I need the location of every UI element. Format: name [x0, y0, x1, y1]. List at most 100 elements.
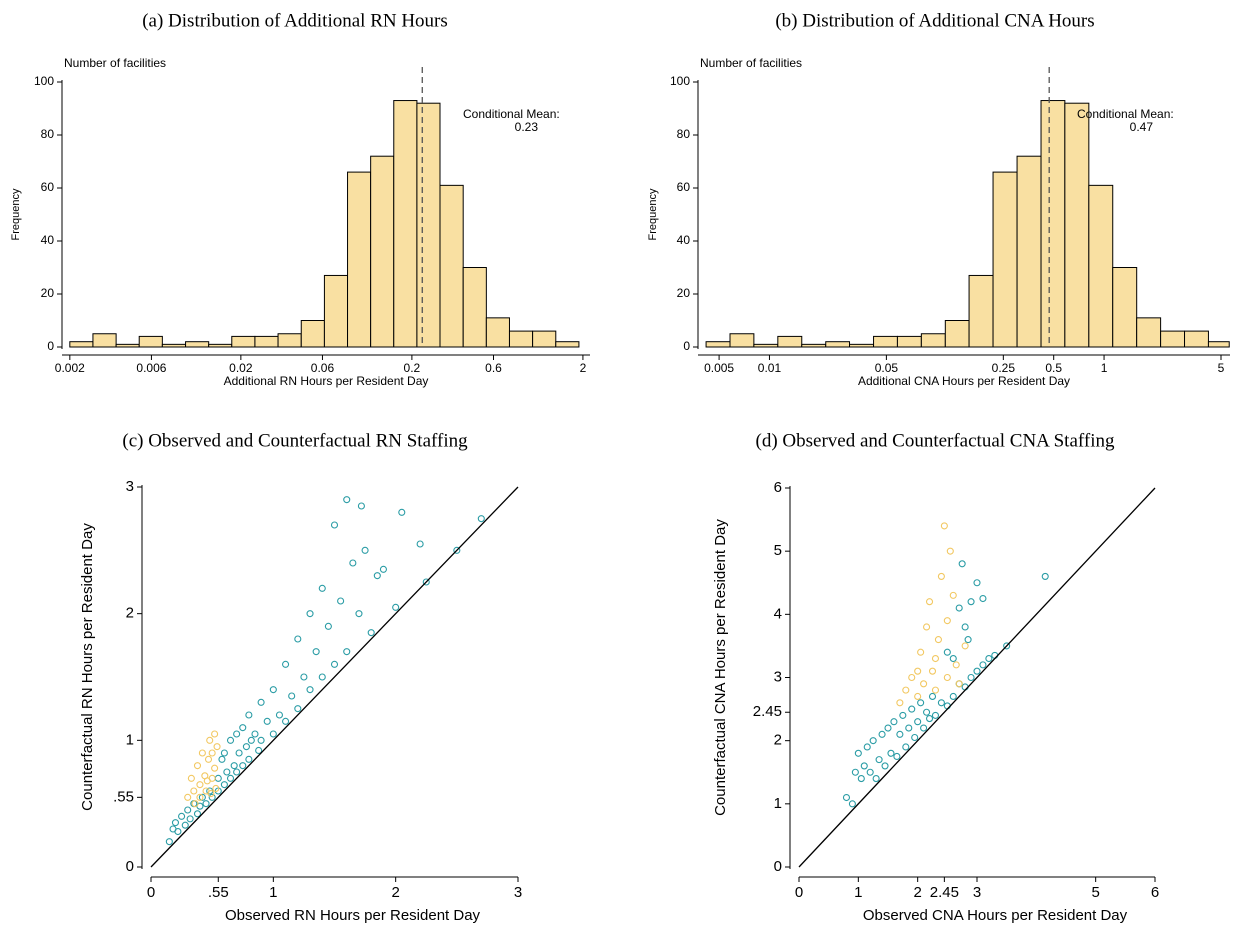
point — [848, 800, 856, 808]
point — [269, 730, 277, 738]
bar — [920, 333, 946, 348]
point — [949, 591, 957, 599]
point — [247, 736, 255, 744]
point — [884, 724, 892, 732]
point — [282, 660, 290, 668]
y-axis-label: Counterfactual RN Hours per Resident Day — [79, 523, 96, 811]
x-tick-label: 2 — [913, 884, 921, 901]
bar — [254, 335, 279, 348]
point — [961, 623, 969, 631]
y-tick-label: 0 — [47, 339, 54, 353]
point — [214, 774, 222, 782]
x-tick-label: 1 — [269, 884, 277, 901]
point — [854, 749, 862, 757]
bar — [323, 274, 349, 348]
x-tick-label: 0.002 — [55, 361, 85, 375]
bar — [231, 335, 256, 348]
x-axis-label: Observed CNA Hours per Resident Day — [863, 907, 1128, 924]
point — [896, 730, 904, 738]
y-tick-label: 0 — [683, 339, 690, 353]
point — [923, 623, 931, 631]
bar — [416, 102, 441, 348]
y-note: Number of facilities — [64, 56, 166, 70]
x-tick-label: 0.006 — [136, 361, 166, 375]
y-tick-label: 20 — [41, 286, 55, 300]
x-tick-label: 0 — [795, 884, 803, 901]
y-tick-label: 1 — [774, 795, 782, 812]
y-tick-label: 80 — [41, 127, 55, 141]
point — [925, 598, 934, 606]
mean-label: 0.23 — [515, 120, 539, 134]
x-tick-label: 0.02 — [229, 361, 253, 375]
point — [967, 598, 975, 606]
bar — [532, 330, 557, 348]
point — [226, 736, 235, 744]
y-tick-label: 80 — [677, 127, 691, 141]
bar — [777, 335, 803, 348]
point — [184, 806, 192, 814]
bar — [69, 341, 94, 348]
point — [190, 787, 198, 795]
x-tick-label: 0.5 — [1045, 361, 1062, 375]
y-tick-label: 3 — [774, 668, 782, 685]
point — [349, 559, 357, 567]
x-tick-label: 5 — [1218, 361, 1225, 375]
point — [872, 775, 880, 783]
x-tick-label: 2.45 — [930, 884, 959, 901]
x-tick-label: 0.01 — [758, 361, 782, 375]
point — [934, 636, 942, 644]
point — [191, 800, 199, 808]
point — [220, 749, 228, 757]
y-tick-label: .55 — [113, 788, 134, 805]
y-axis-label: Counterfactual CNA Hours per Resident Da… — [712, 519, 729, 816]
x-tick-label: 3 — [973, 884, 981, 901]
point — [257, 736, 265, 744]
point — [187, 774, 195, 782]
x-tick-label: 2 — [391, 884, 399, 901]
bar — [753, 343, 779, 348]
point — [282, 717, 290, 725]
point — [902, 686, 910, 694]
point — [869, 737, 877, 745]
point — [178, 812, 186, 820]
point — [300, 673, 308, 681]
point — [367, 629, 375, 637]
bar — [1207, 341, 1230, 348]
point — [198, 793, 206, 801]
bar — [1184, 330, 1209, 348]
point — [379, 565, 387, 573]
point — [964, 636, 972, 644]
annotation: Conditional Mean: — [463, 107, 560, 121]
bar — [555, 341, 580, 348]
bar — [1040, 100, 1066, 348]
point — [931, 654, 940, 663]
bar — [115, 343, 140, 348]
bar — [277, 333, 302, 348]
y-axis-label: Frequency — [647, 188, 659, 240]
point — [202, 800, 210, 808]
point — [324, 622, 332, 630]
point — [211, 730, 219, 738]
point — [914, 667, 922, 675]
diagonal-line — [798, 487, 1156, 868]
point — [306, 686, 314, 694]
y-tick-label: 20 — [677, 286, 691, 300]
bar — [462, 267, 487, 348]
point — [937, 572, 945, 580]
y-tick-label: 0 — [774, 858, 782, 875]
point — [220, 781, 228, 789]
point — [171, 819, 180, 827]
point — [917, 648, 925, 656]
point — [925, 715, 934, 723]
x-tick-label: 1 — [1101, 361, 1108, 375]
point — [949, 692, 957, 701]
point — [337, 597, 345, 605]
bar — [1016, 155, 1042, 348]
point — [193, 810, 202, 818]
x-tick-label: 0.005 — [704, 361, 734, 375]
point — [973, 579, 981, 587]
point — [914, 718, 922, 726]
point — [165, 838, 173, 846]
point — [207, 789, 215, 798]
point — [453, 546, 461, 554]
